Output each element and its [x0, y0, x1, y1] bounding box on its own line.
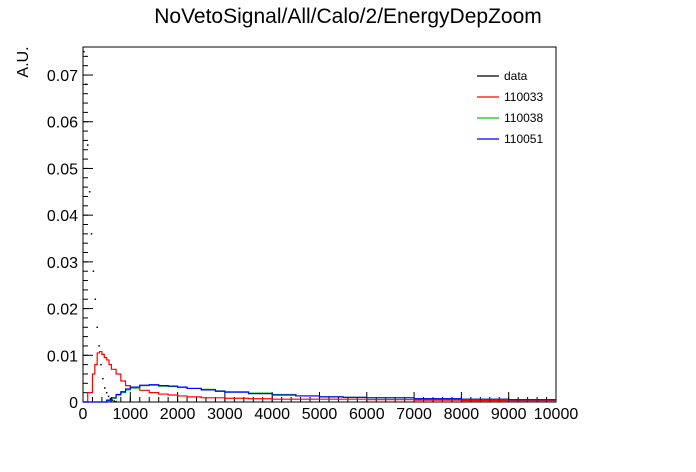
y-tick-label: 0.03 [47, 255, 78, 272]
x-tick-label: 3000 [207, 406, 243, 423]
x-tick-label: 6000 [349, 406, 385, 423]
series-layer [83, 50, 557, 403]
x-tick-label: 4000 [254, 406, 290, 423]
data-point [83, 50, 85, 53]
plot-frame [82, 46, 557, 403]
y-tick-label: 0.07 [47, 68, 78, 85]
x-tick-label: 8000 [444, 406, 480, 423]
data-point [98, 345, 100, 347]
legend-label: data [504, 69, 528, 83]
data-point [85, 83, 87, 86]
x-tick-label: 10000 [534, 406, 579, 423]
data-point [115, 400, 117, 403]
data-point [111, 399, 114, 401]
y-tick-label: 0.02 [47, 302, 78, 319]
x-tick-label: 5000 [302, 406, 338, 423]
data-point [90, 233, 93, 235]
data-point [100, 363, 102, 366]
y-tick-label: 0.04 [47, 208, 78, 225]
data-point [86, 144, 89, 146]
legend-label: 110038 [504, 111, 543, 125]
data-point [113, 400, 115, 402]
y-axis-label: A.U. [15, 46, 32, 77]
legend-label: 110051 [504, 132, 543, 146]
chart-title: NoVetoSignal/All/Calo/2/EnergyDepZoom [154, 5, 542, 28]
legend-label: 110033 [504, 90, 543, 104]
legend: data 110033 110038 110051 [477, 69, 543, 146]
y-tick-label: 0 [69, 395, 78, 412]
data-point [88, 191, 91, 193]
data-point [102, 377, 104, 380]
x-tick-label: 9000 [491, 406, 527, 423]
x-tick-label: 7000 [396, 406, 432, 423]
series-line-110051 [83, 384, 557, 403]
y-tick-label: 0.06 [47, 115, 78, 132]
data-point [96, 326, 98, 329]
data-point [94, 298, 97, 300]
x-tick-label: 1000 [113, 406, 149, 423]
y-axis: 0 0.01 0.02 0.03 0.04 0.05 0.06 0.07 [47, 46, 93, 412]
y-tick-label: 0.01 [47, 348, 78, 365]
x-tick-label: 2000 [160, 406, 196, 423]
data-point [107, 395, 110, 398]
data-point [92, 270, 95, 272]
x-tick-label: 0 [79, 406, 88, 423]
data-point [105, 391, 108, 394]
y-tick-label: 0.05 [47, 161, 78, 178]
data-point [109, 397, 112, 400]
data-point [104, 387, 106, 389]
